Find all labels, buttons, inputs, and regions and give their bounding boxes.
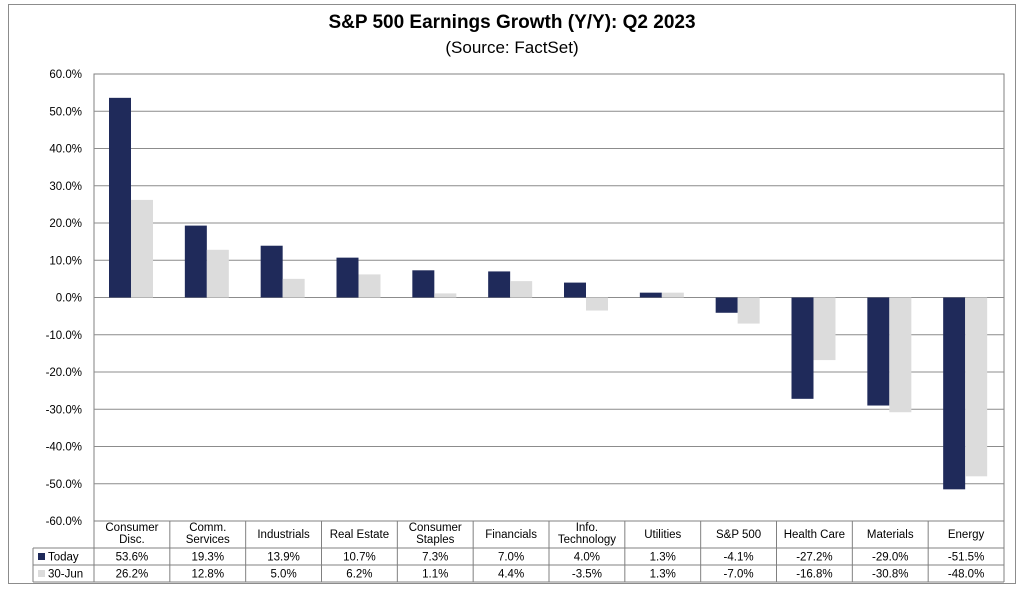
bar-30-jun (661, 292, 684, 298)
bar-30-jun (510, 281, 533, 298)
category-label: Industrials (257, 529, 310, 541)
category-label: Materials (867, 529, 914, 541)
bar-30-jun (965, 297, 988, 477)
bar-30-jun (282, 278, 305, 298)
legend-swatch (38, 553, 45, 560)
bar-30-jun (434, 293, 457, 298)
data-label: 1.3% (650, 552, 676, 564)
data-label: -51.5% (948, 552, 984, 564)
category-label: Real Estate (330, 529, 389, 541)
bar-today (867, 297, 890, 406)
legend-label: Today (48, 552, 79, 564)
bar-today (791, 297, 814, 399)
data-label: 1.1% (422, 569, 448, 581)
y-tick-label: 50.0% (49, 106, 82, 118)
bar-30-jun (131, 199, 153, 298)
bar-today (184, 225, 207, 298)
data-label: -29.0% (872, 552, 908, 564)
chart-title: S&P 500 Earnings Growth (Y/Y): Q2 2023 (328, 12, 696, 33)
data-label: 4.4% (498, 569, 524, 581)
data-label: 4.0% (574, 552, 600, 564)
legend-label: 30-Jun (48, 569, 83, 581)
data-label: -4.1% (724, 552, 754, 564)
data-label: 7.0% (498, 552, 524, 564)
y-tick-label: 10.0% (49, 255, 82, 267)
category-label: Comm. Services (186, 522, 230, 546)
y-tick-label: -40.0% (46, 442, 82, 454)
category-label: Info. Technology (558, 522, 616, 546)
bar-30-jun (586, 297, 608, 311)
bar-today (109, 97, 131, 298)
bar-30-jun (813, 297, 836, 361)
category-label: Financials (485, 529, 537, 541)
data-label: -30.8% (872, 569, 908, 581)
data-label: 10.7% (343, 552, 376, 564)
y-tick-label: 60.0% (49, 69, 82, 81)
y-tick-label: 0.0% (56, 293, 82, 305)
data-label: 13.9% (267, 552, 300, 564)
bar-30-jun (206, 249, 229, 298)
chart-subtitle: (Source: FactSet) (445, 38, 579, 57)
category-label: Utilities (644, 529, 681, 541)
data-label: 26.2% (116, 569, 149, 581)
bar-today (564, 282, 586, 298)
bar-today (488, 271, 511, 298)
category-label: S&P 500 (716, 529, 761, 541)
bar-today (943, 297, 966, 490)
bar-30-jun (358, 274, 381, 298)
data-label: 19.3% (191, 552, 224, 564)
y-tick-label: -20.0% (46, 367, 82, 379)
y-tick-label: -10.0% (46, 330, 82, 342)
y-tick-label: 40.0% (49, 144, 82, 156)
y-tick-label: -50.0% (46, 479, 82, 491)
data-label: -3.5% (572, 569, 602, 581)
bar-today (260, 245, 283, 298)
bar-30-jun (737, 297, 760, 324)
data-label: -7.0% (724, 569, 754, 581)
bar-today (639, 292, 662, 298)
bar-today (336, 257, 359, 298)
data-label: 1.3% (650, 569, 676, 581)
category-label: Consumer Staples (409, 522, 462, 546)
y-tick-label: -30.0% (46, 404, 82, 416)
bar-30-jun (889, 297, 912, 413)
category-label: Health Care (784, 529, 845, 541)
data-label: 5.0% (270, 569, 296, 581)
category-label: Consumer Disc. (105, 522, 158, 546)
y-tick-label: 20.0% (49, 218, 82, 230)
data-label: 7.3% (422, 552, 448, 564)
bar-today (715, 297, 738, 313)
data-label: 6.2% (346, 569, 372, 581)
data-label: -27.2% (796, 552, 832, 564)
bar-today (412, 270, 435, 298)
data-label: 12.8% (191, 569, 224, 581)
y-tick-label: -60.0% (46, 516, 82, 528)
legend-swatch (38, 570, 45, 577)
data-label: -48.0% (948, 569, 984, 581)
y-tick-label: 30.0% (49, 181, 82, 193)
category-label: Energy (948, 529, 985, 541)
data-label: -16.8% (796, 569, 832, 581)
data-label: 53.6% (116, 552, 149, 564)
